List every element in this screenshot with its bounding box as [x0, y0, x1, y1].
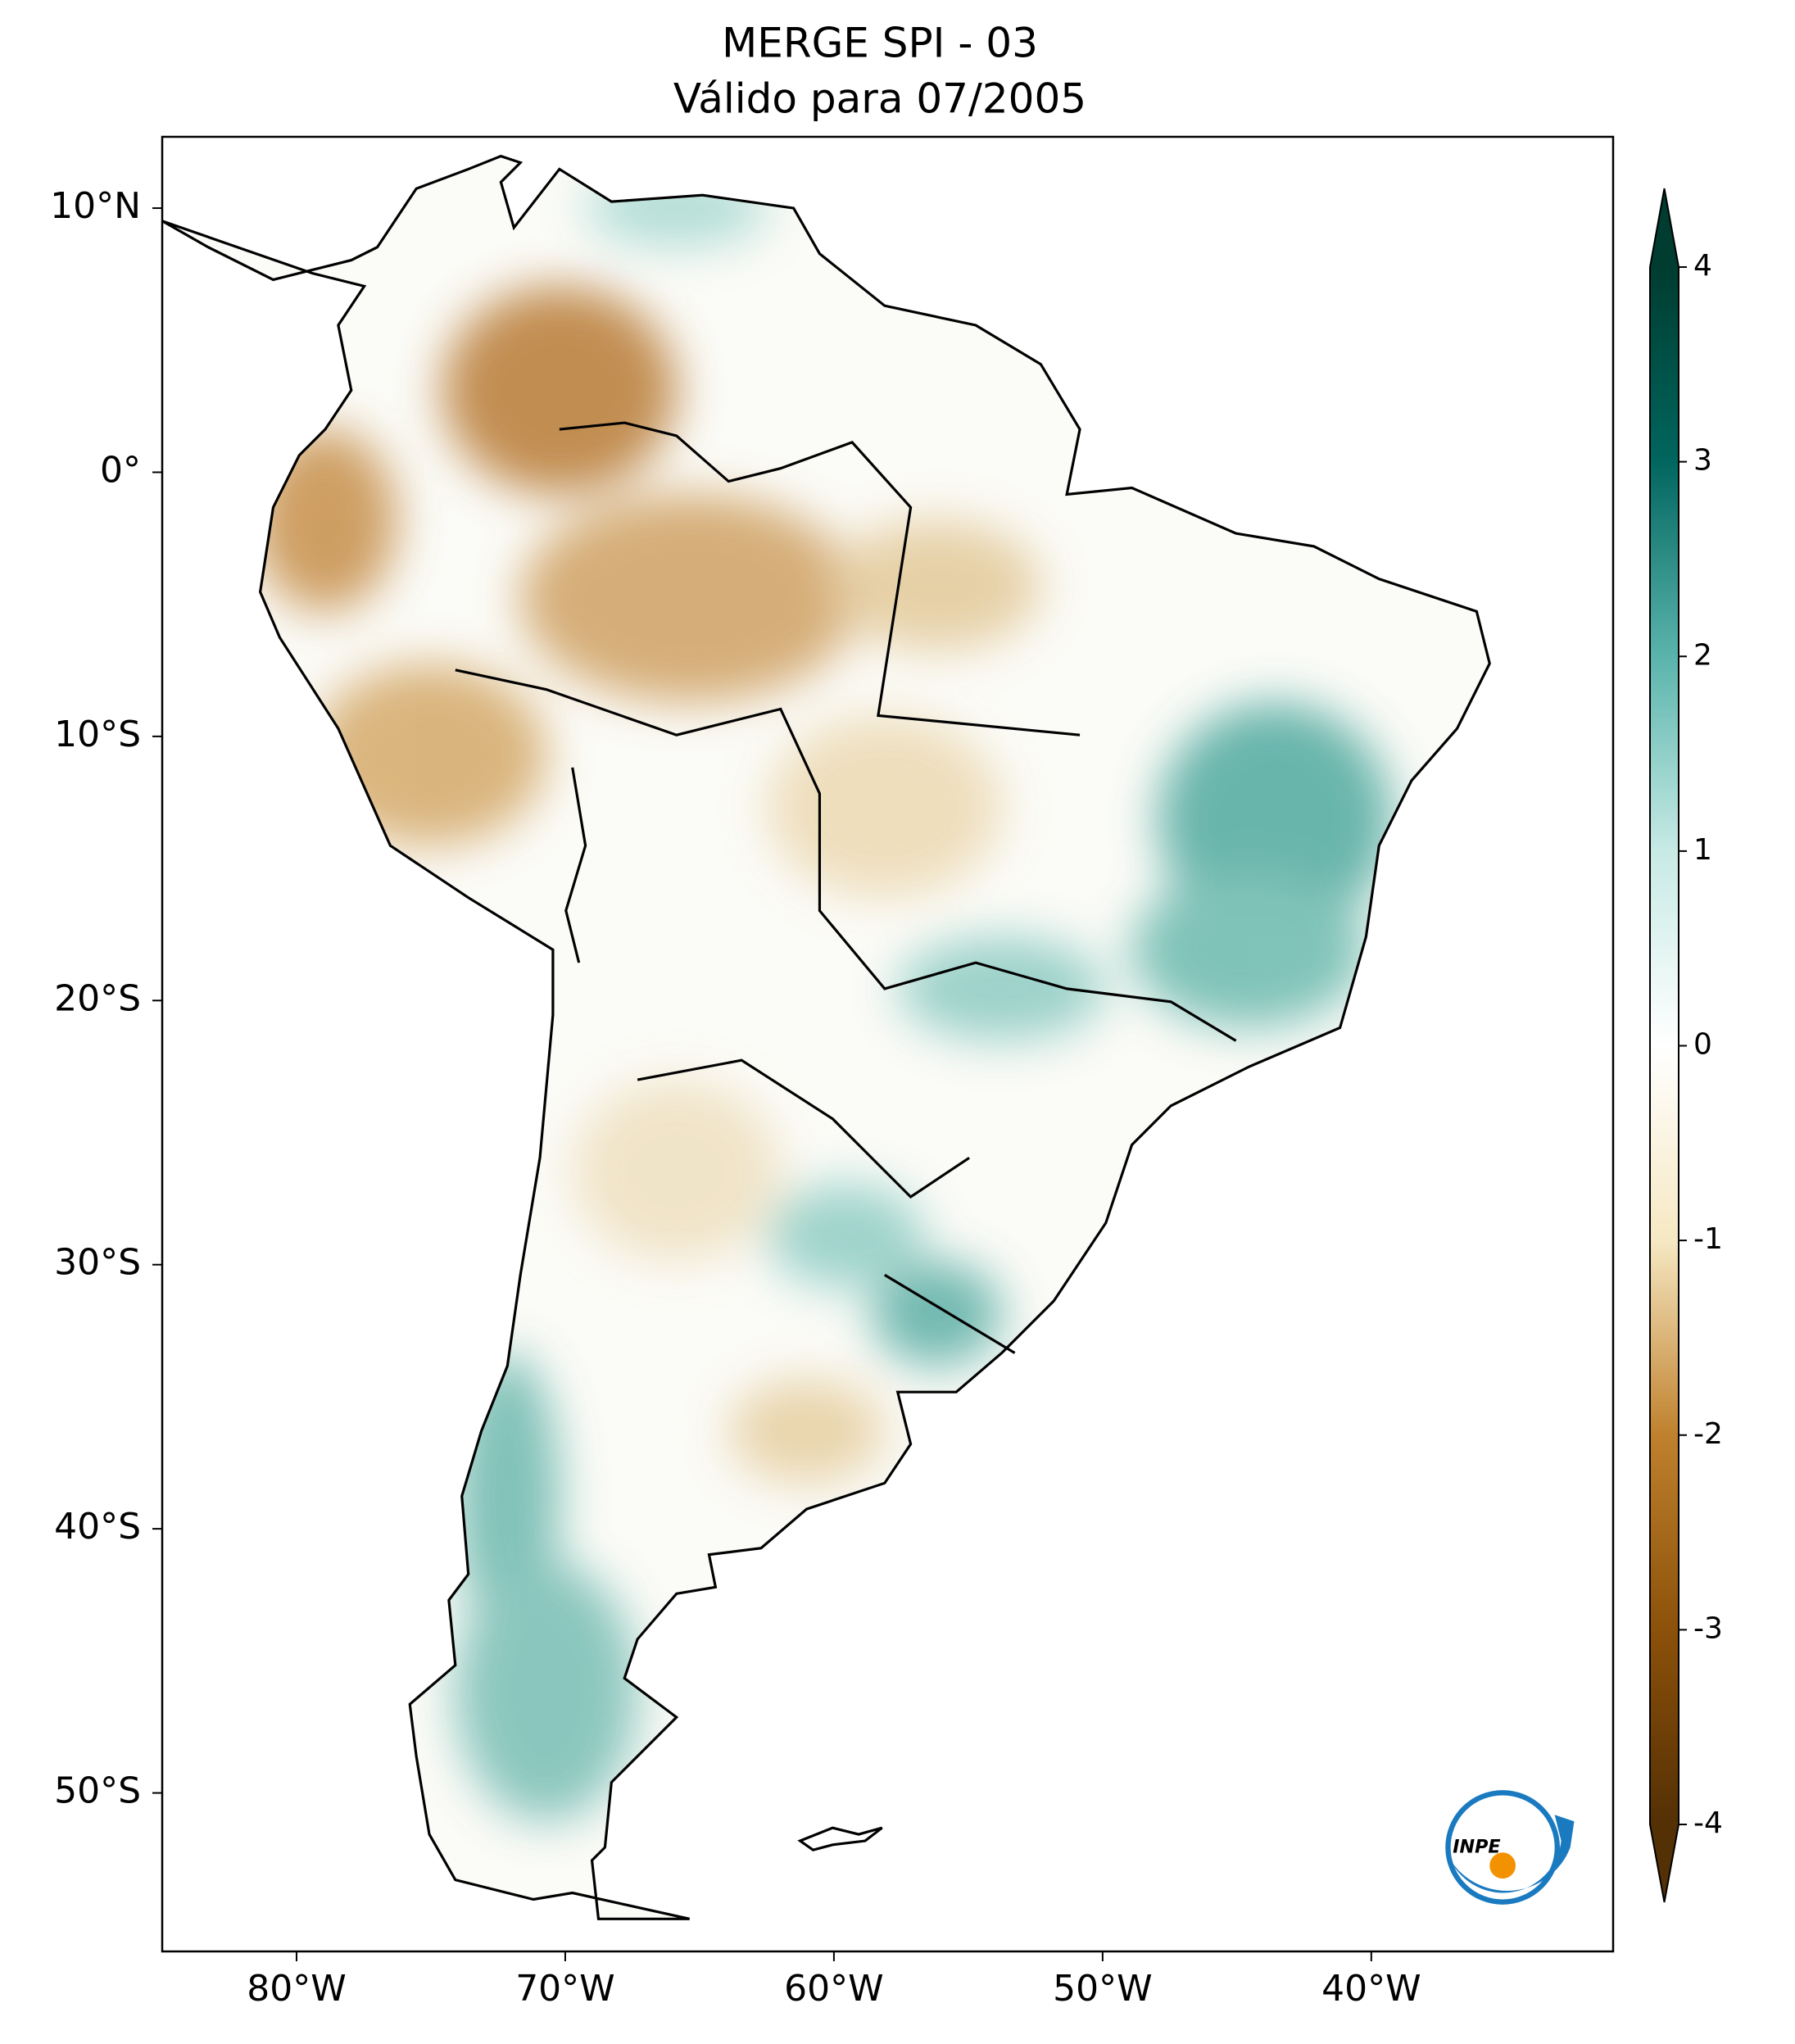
y-tick-label: 40°S — [54, 1506, 141, 1548]
falklands — [797, 1826, 883, 1851]
spi-patches — [253, 169, 1393, 1822]
y-tick-label: 30°S — [54, 1242, 141, 1284]
colorbar-tick-label: 3 — [1693, 444, 1712, 478]
x-tick-label: 70°W — [515, 1968, 615, 2010]
subtitle: Válido para 07/2005 — [673, 75, 1086, 123]
y-tick-label: 10°N — [50, 185, 141, 227]
y-tick-label: 0° — [100, 449, 141, 491]
colorbar-tick-label: 0 — [1693, 1028, 1712, 1062]
map-frame — [161, 135, 1615, 1953]
x-tick-label: 40°W — [1321, 1968, 1421, 2010]
y-tick-label: 20°S — [54, 977, 141, 1019]
colorbar-extend-min — [1650, 1824, 1679, 1902]
borders — [455, 421, 1237, 1354]
colorbar-tick-label: -4 — [1693, 1806, 1723, 1840]
colorbar-tick-label: 1 — [1693, 833, 1712, 867]
x-tick-label: 50°W — [1053, 1968, 1153, 2010]
logo-text: INPE — [1453, 1836, 1500, 1857]
land-fill — [162, 156, 1490, 1919]
y-tick-label: 50°S — [54, 1770, 141, 1812]
y-tick-label: 10°S — [54, 714, 141, 755]
title: MERGE SPI - 03 — [722, 20, 1038, 67]
colorbar-body — [1650, 267, 1679, 1824]
x-tick-label: 60°W — [784, 1968, 884, 2010]
spi-field — [162, 156, 1490, 1919]
colorbar-tick-label: -3 — [1693, 1611, 1723, 1645]
x-tick-label: 80°W — [247, 1968, 347, 2010]
colorbar-extend-max — [1650, 188, 1679, 267]
colorbar-tick-label: 2 — [1693, 638, 1712, 672]
colorbar-tick-label: -2 — [1693, 1417, 1723, 1451]
map-area: INPE — [161, 154, 1575, 1920]
logo: INPE — [1445, 1790, 1575, 1905]
colorbar-tick-label: -1 — [1693, 1222, 1723, 1256]
colorbar-tick-label: 4 — [1693, 249, 1712, 283]
